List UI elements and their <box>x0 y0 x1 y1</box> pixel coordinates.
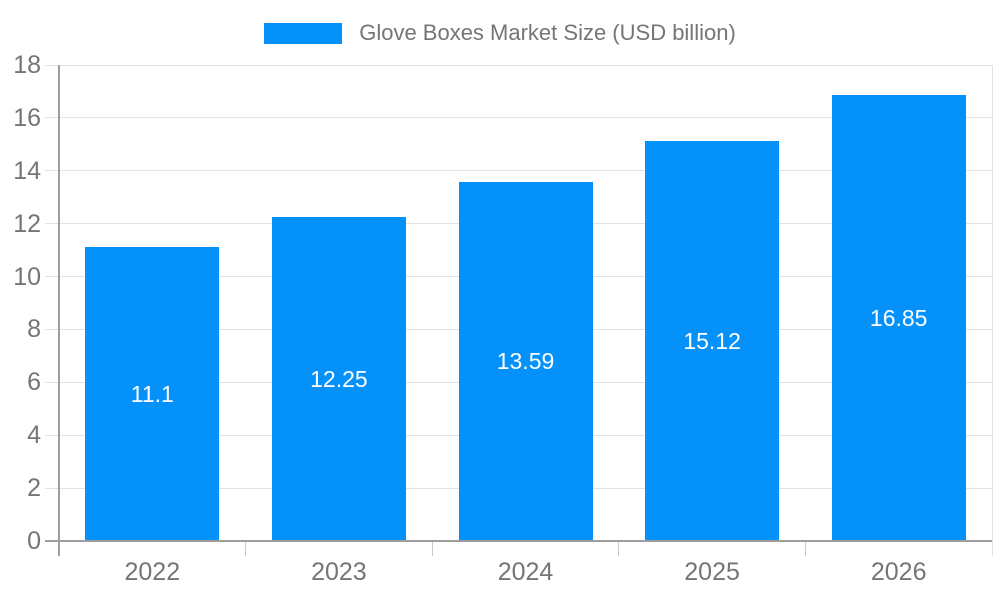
legend-swatch[interactable] <box>264 22 343 44</box>
y-axis-tick-label: 6 <box>27 368 41 397</box>
x-axis-label: 2025 <box>684 558 740 586</box>
y-axis-tick-label: 10 <box>13 262 41 291</box>
y-axis-tick-label: 8 <box>27 315 41 344</box>
y-axis-tick-label: 0 <box>27 527 41 555</box>
plot-right-border <box>991 65 993 556</box>
legend[interactable]: Glove Boxes Market Size (USD billion) <box>0 21 1000 45</box>
bar-2024 <box>459 181 593 541</box>
bar-value-label: 15.12 <box>683 328 741 355</box>
y-axis-tick-label: 14 <box>13 156 41 185</box>
x-axis-label: 2022 <box>124 558 181 586</box>
bar-value-label: 13.59 <box>496 348 555 375</box>
x-axis-tick <box>245 541 247 556</box>
bar-value-label: 16.85 <box>869 305 928 332</box>
x-axis-label: 2024 <box>497 558 554 586</box>
x-axis-tick <box>804 541 806 556</box>
y-axis-line <box>58 65 60 556</box>
y-axis-tick-label: 2 <box>27 474 41 503</box>
legend-label[interactable]: Glove Boxes Market Size (USD billion) <box>359 20 736 45</box>
x-axis-tick <box>431 541 433 556</box>
x-axis-line <box>45 540 992 542</box>
y-axis-tick-label: 18 <box>13 51 41 79</box>
gridline <box>45 117 992 119</box>
gridline <box>45 64 992 66</box>
bar-2026 <box>832 95 966 541</box>
bar-2022 <box>85 247 219 541</box>
bar-value-label: 11.1 <box>130 381 174 408</box>
gridline <box>45 170 992 172</box>
y-axis-tick-label: 4 <box>27 421 41 450</box>
y-axis-tick-label: 12 <box>13 209 41 238</box>
bar-2025 <box>645 141 779 541</box>
x-axis-label: 2026 <box>870 558 927 586</box>
x-axis-label: 2023 <box>311 558 367 586</box>
y-axis-tick-label: 16 <box>13 103 41 132</box>
x-axis-tick <box>618 541 620 556</box>
bar-value-label: 12.25 <box>310 366 368 393</box>
bar-2023 <box>272 217 406 541</box>
